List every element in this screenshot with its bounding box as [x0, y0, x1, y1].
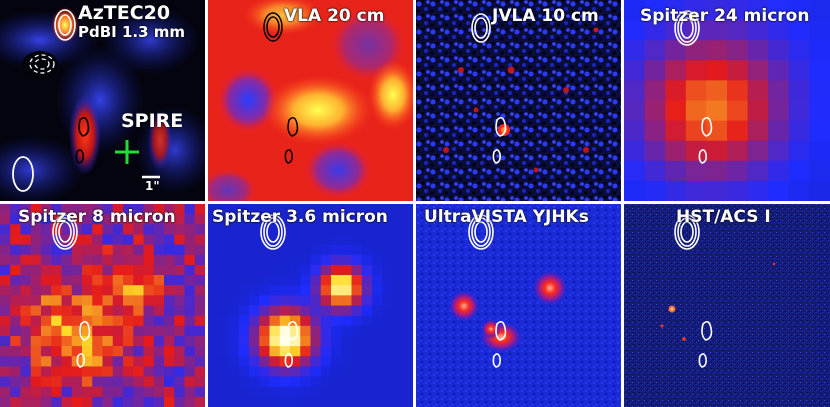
panel-jvla-10cm: JVLA 10 cm [416, 0, 621, 201]
beam-ellipse [12, 156, 34, 192]
cross-marker [115, 140, 139, 164]
panel-title: Spitzer 24 micron [640, 6, 810, 26]
panel-title: Spitzer 3.6 micron [212, 207, 388, 227]
spitzer-3-6-map [208, 204, 413, 407]
panel-title: VLA 20 cm [284, 6, 385, 26]
hst-acs-map [624, 204, 830, 407]
spitzer-8-map [0, 204, 205, 407]
contour-overlay [674, 10, 713, 164]
panel-spitzer-3-6: Spitzer 3.6 micron [208, 204, 413, 407]
ultravista-map [416, 204, 621, 407]
jvla-10cm-map [416, 0, 621, 201]
panel-title: UltraVISTA YJHKs [424, 207, 589, 227]
panel-subtitle: PdBI 1.3 mm [78, 23, 186, 41]
contour-overlay [260, 214, 299, 368]
scale-bar-label: 1" [145, 179, 160, 193]
vla-20cm-map [208, 0, 413, 201]
panel-hst-acs: HST/ACS I [624, 204, 830, 407]
panel-aztec20: AzTEC20 PdBI 1.3 mm SPIRE 1" [0, 0, 205, 201]
aztec20-map [0, 0, 205, 201]
panel-title: JVLA 10 cm [492, 6, 599, 26]
spitzer-24-map [624, 0, 830, 201]
panel-spitzer-8: Spitzer 8 micron [0, 204, 205, 407]
panel-vla-20cm: VLA 20 cm [208, 0, 413, 201]
panel-title: HST/ACS I [676, 207, 771, 227]
spire-label: SPIRE [121, 110, 184, 132]
panel-title: AzTEC20 [78, 2, 171, 24]
contour-overlay [52, 214, 91, 368]
panel-ultravista: UltraVISTA YJHKs [416, 204, 621, 407]
panel-spitzer-24: Spitzer 24 micron [624, 0, 830, 201]
panel-title: Spitzer 8 micron [18, 207, 176, 227]
